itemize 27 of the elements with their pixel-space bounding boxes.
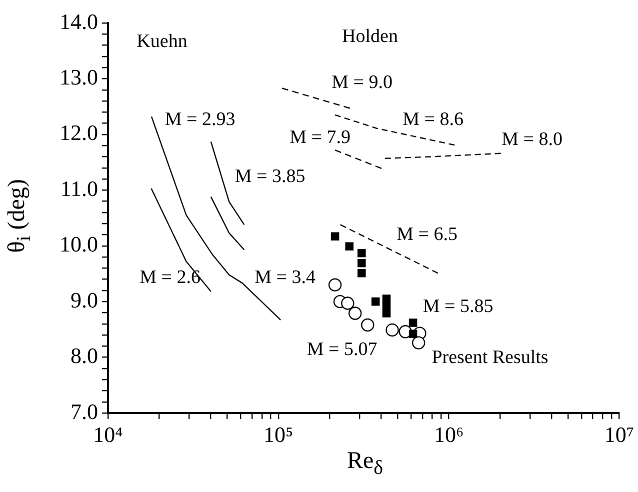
y-tick-label: 10.0 xyxy=(60,232,98,257)
x-tick-label: 10⁶ xyxy=(434,422,464,447)
annotation: Holden xyxy=(342,26,398,47)
annotation: M = 8.0 xyxy=(502,128,562,150)
annotation: M = 3.4 xyxy=(254,266,316,288)
y-tick-label: 9.0 xyxy=(70,287,98,312)
y-tick-label: 13.0 xyxy=(60,64,98,90)
annotation: M = 9.0 xyxy=(332,72,392,93)
annotation: M = 5.85 xyxy=(422,296,494,317)
x-tick-label: 10⁴ xyxy=(93,422,124,447)
y-tick-label: 12.0 xyxy=(60,120,98,146)
x-tick-label: 10⁷ xyxy=(604,422,634,447)
annotation: M = 2.6 xyxy=(140,266,200,288)
y-tick-label: 11.0 xyxy=(60,176,98,201)
annotation: M = 2.93 xyxy=(164,108,236,130)
y-tick-label: 14.0 xyxy=(60,8,98,34)
annotation: M = 6.5 xyxy=(396,224,458,245)
y-tick-label: 7.0 xyxy=(70,398,98,424)
annotation: M = 8.6 xyxy=(402,108,464,130)
x-tick-label: 10⁵ xyxy=(264,422,294,447)
annotation: Kuehn xyxy=(136,30,188,52)
annotation: M = 7.9 xyxy=(290,126,350,148)
annotation: M = 5.07 xyxy=(306,338,378,360)
y-tick-label: 8.0 xyxy=(70,343,98,368)
annotation: M = 3.85 xyxy=(234,166,306,187)
x-axis-title: Re$_{δ}$ xyxy=(346,448,384,480)
annotation: Present Results xyxy=(432,346,548,368)
